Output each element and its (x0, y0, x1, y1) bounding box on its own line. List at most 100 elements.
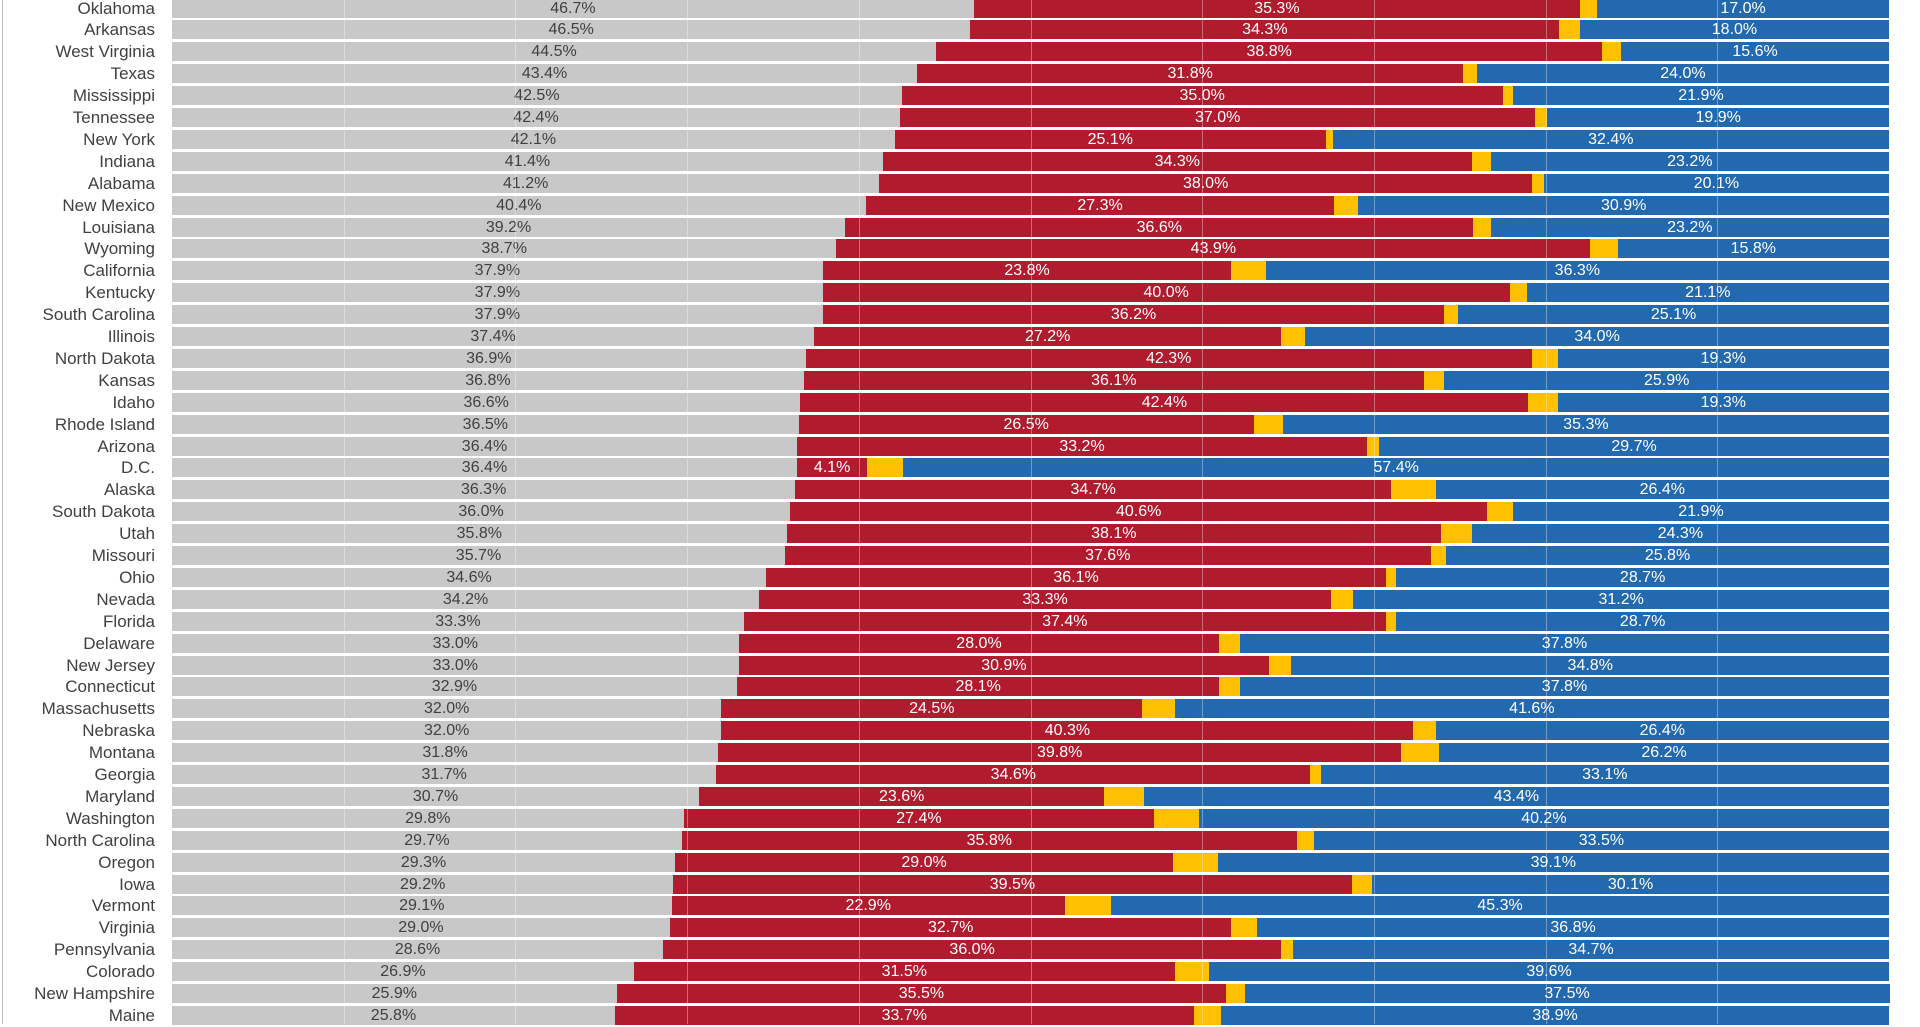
bar-segment-yellow (1602, 42, 1622, 62)
bar-segment-yellow (1385, 567, 1397, 587)
data-label-red: 36.1 (1091, 371, 1136, 390)
bar-segment-yellow (1528, 392, 1559, 412)
data-label-blue: 37.5 (1544, 984, 1589, 1003)
bar-row: New Jersey 33.0 30.9 34.8 (0, 655, 1920, 677)
category-label: Tennessee (72, 108, 155, 127)
data-label-blue: 24.3 (1658, 524, 1703, 543)
data-label-blue: 21.9 (1678, 502, 1723, 521)
bar-row: California 37.9 23.8 36.3 (0, 260, 1920, 282)
data-label-blue: 26.4 (1640, 721, 1685, 740)
category-label: Ohio (119, 567, 155, 587)
bar-segment-yellow (1391, 480, 1437, 500)
bar-row: Delaware 33.0 28.0 37.8 (0, 633, 1920, 655)
bar-row: New Hampshire 25.9 35.5 37.5 (0, 983, 1920, 1005)
category-label: Virginia (98, 918, 155, 938)
data-label-blue: 21.1 (1685, 283, 1730, 302)
data-label-blue: 40.2 (1521, 809, 1566, 828)
bar-row: Oklahoma 46.7 35.3 17.0 (0, 0, 1920, 20)
data-label-blue: 25.8 (1645, 546, 1690, 565)
data-label-red: 35.5 (899, 984, 944, 1003)
category-label: Maryland (85, 786, 155, 806)
category-label: Montana (88, 743, 155, 763)
data-label-red: 40.6 (1116, 502, 1161, 521)
bar-segment-yellow (1104, 786, 1145, 806)
data-label-red: 27.3 (1077, 196, 1122, 215)
data-label-gray: 41.2 (503, 174, 548, 193)
bar-segment-yellow (1219, 677, 1241, 697)
category-label: Oklahoma (77, 0, 155, 18)
data-label-blue: 43.4 (1494, 787, 1539, 806)
bar-row: Maine 25.8 33.7 38.9 (0, 1005, 1920, 1027)
category-label: D.C. (121, 458, 155, 478)
data-label-gray: 41.4 (505, 152, 550, 171)
bar-segment-yellow (1334, 195, 1359, 215)
data-label-red: 27.4 (896, 809, 941, 828)
data-label-gray: 36.3 (461, 480, 506, 499)
data-label-red: 28.1 (955, 677, 1000, 696)
data-label-red: 42.3 (1146, 349, 1191, 368)
bar-segment-yellow (1502, 86, 1514, 106)
bar-segment-yellow (1296, 830, 1315, 850)
data-label-gray: 42.4 (513, 108, 558, 127)
gridline (343, 0, 345, 1024)
data-label-gray: 44.5 (531, 42, 576, 61)
data-label-red: 25.1 (1088, 130, 1133, 149)
data-label-red: 22.9 (846, 896, 891, 915)
data-label-red: 30.9 (981, 656, 1026, 675)
data-label-blue: 25.1 (1651, 305, 1696, 324)
category-label: Illinois (107, 327, 155, 346)
data-label-red: 36.0 (949, 940, 994, 959)
data-label-red: 37.0 (1195, 108, 1240, 127)
category-label: Colorado (86, 962, 155, 982)
bar-segment-yellow (1473, 217, 1492, 237)
category-label: Vermont (91, 896, 155, 916)
bar-segment-yellow (1310, 765, 1322, 784)
data-label-blue: 36.8 (1550, 918, 1595, 937)
data-label-gray: 42.5 (514, 86, 559, 105)
data-label-red: 37.4 (1042, 612, 1087, 631)
bar-row: Indiana 41.4 34.3 23.2 (0, 151, 1920, 173)
data-label-red: 38.1 (1091, 524, 1136, 543)
data-label-blue: 19.3 (1701, 393, 1746, 412)
data-label-red: 39.8 (1037, 743, 1082, 762)
bar-row: Pennsylvania 28.6 36.0 34.7 (0, 939, 1920, 961)
bar-segment-yellow (1231, 261, 1267, 281)
gridline (687, 0, 689, 1024)
bar-segment-yellow (1269, 655, 1292, 675)
data-label-gray: 35.8 (457, 524, 502, 543)
bar-segment-yellow (1487, 502, 1514, 522)
data-label-red: 36.2 (1111, 305, 1156, 324)
category-label: Maine (108, 1005, 155, 1025)
bar-segment-yellow (1351, 874, 1373, 894)
data-label-blue: 57.4 (1374, 458, 1419, 477)
category-label: Indiana (99, 151, 155, 171)
category-label: Wyoming (84, 239, 155, 259)
category-label: Massachusetts (41, 699, 155, 719)
bar-row: Virginia 29.0 32.7 36.8 (0, 917, 1920, 939)
data-label-blue: 23.2 (1667, 152, 1712, 171)
data-label-gray: 39.2 (486, 218, 531, 237)
data-label-red: 33.7 (882, 1006, 927, 1025)
gridline (1030, 0, 1032, 1024)
data-label-red: 43.9 (1191, 239, 1236, 258)
data-label-gray: 33.0 (433, 634, 478, 653)
data-label-red: 29.0 (901, 853, 946, 872)
data-label-gray: 36.5 (463, 415, 508, 434)
data-label-gray: 30.7 (413, 787, 458, 806)
data-label-red: 34.6 (991, 765, 1036, 784)
bar-row: Arizona 36.4 33.2 29.7 (0, 436, 1920, 458)
bar-row: Ohio 34.6 36.1 28.7 (0, 567, 1920, 589)
category-label: West Virginia (55, 42, 155, 62)
data-label-blue: 32.4 (1588, 130, 1633, 149)
data-label-red: 33.3 (1022, 590, 1067, 609)
data-label-gray: 37.9 (475, 261, 520, 280)
data-label-gray: 46.5 (549, 20, 594, 39)
data-label-gray: 29.3 (401, 853, 446, 872)
data-label-gray: 37.9 (475, 305, 520, 324)
data-label-gray: 29.8 (405, 809, 450, 828)
bar-row: Connecticut 32.9 28.1 37.8 (0, 676, 1920, 698)
data-label-gray: 36.4 (462, 458, 507, 477)
bar-row: Idaho 36.6 42.4 19.3 (0, 392, 1920, 414)
bar-segment-yellow (1281, 327, 1306, 346)
data-label-blue: 15.8 (1731, 239, 1776, 258)
